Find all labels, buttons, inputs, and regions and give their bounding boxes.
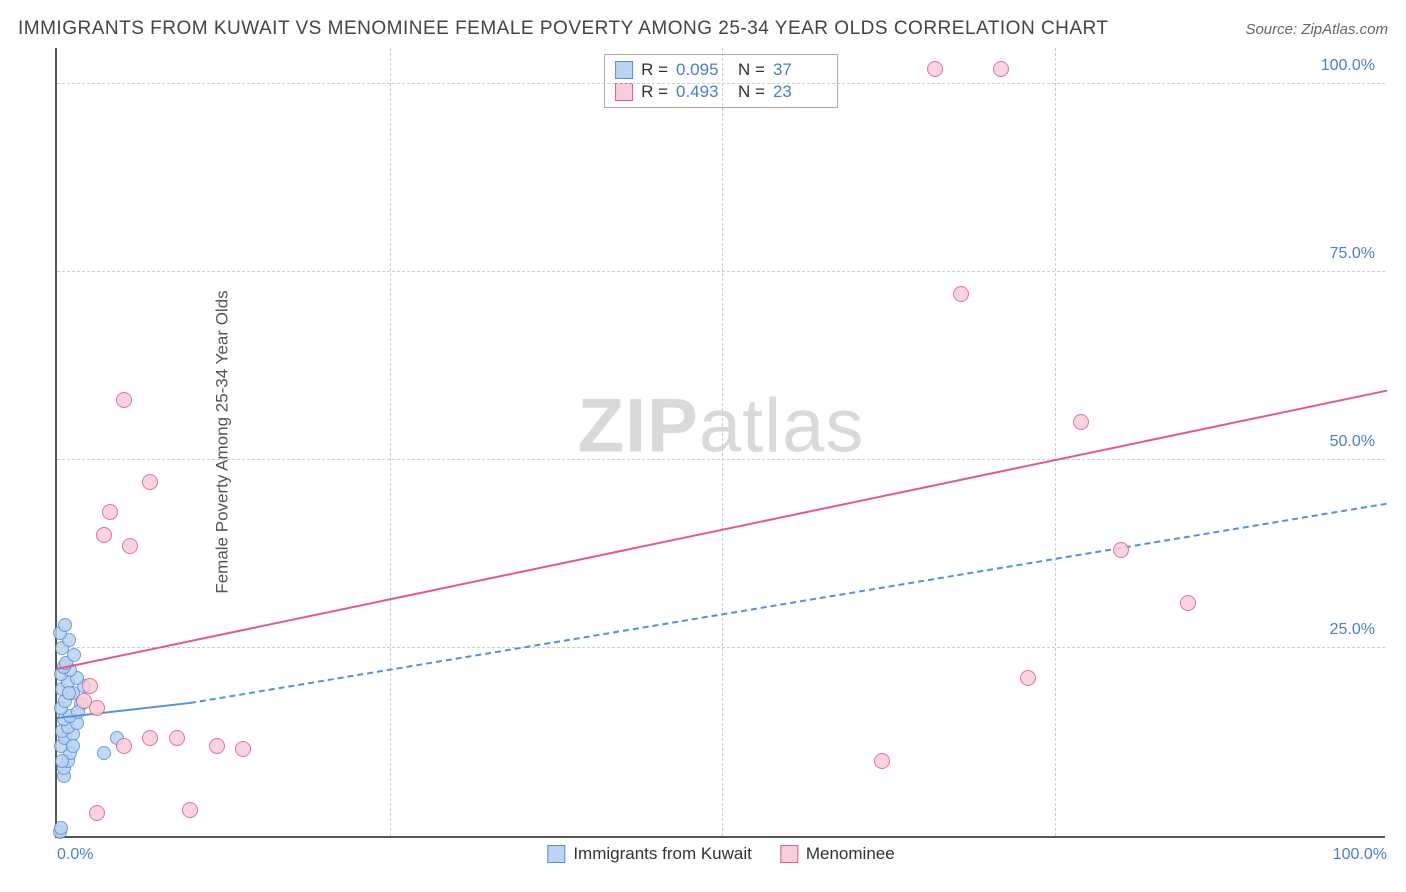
data-point	[874, 753, 890, 769]
legend-swatch	[615, 83, 633, 101]
gridline-v	[722, 48, 723, 836]
gridline-h	[57, 271, 1385, 272]
data-point	[235, 741, 251, 757]
r-label: R =	[641, 60, 668, 80]
gridline-h	[57, 459, 1385, 460]
data-point	[89, 700, 105, 716]
series-name: Immigrants from Kuwait	[573, 844, 752, 864]
data-point	[993, 61, 1009, 77]
data-point	[142, 730, 158, 746]
data-point	[62, 686, 76, 700]
series-legend: Immigrants from Kuwait Menominee	[547, 844, 894, 864]
gridline-v	[1055, 48, 1056, 836]
y-tick-label: 100.0%	[1321, 57, 1375, 75]
x-tick-label: 100.0%	[1333, 846, 1387, 864]
gridline-v	[390, 48, 391, 836]
data-point	[1113, 542, 1129, 558]
data-point	[169, 730, 185, 746]
legend-item: Menominee	[780, 844, 895, 864]
data-point	[116, 738, 132, 754]
n-label: N =	[738, 82, 765, 102]
data-point	[953, 286, 969, 302]
scatter-plot: Female Poverty Among 25-34 Year Olds ZIP…	[55, 48, 1385, 838]
series-name: Menominee	[806, 844, 895, 864]
legend-row: R =0.493N =23	[615, 81, 827, 103]
n-label: N =	[738, 60, 765, 80]
source-attribution: Source: ZipAtlas.com	[1245, 21, 1388, 38]
legend-item: Immigrants from Kuwait	[547, 844, 752, 864]
chart-title: IMMIGRANTS FROM KUWAIT VS MENOMINEE FEMA…	[18, 18, 1109, 40]
data-point	[102, 504, 118, 520]
n-value: 37	[773, 60, 827, 80]
watermark-light: atlas	[699, 384, 865, 469]
data-point	[1073, 414, 1089, 430]
legend-swatch	[780, 845, 798, 863]
gridline-h	[57, 647, 1385, 648]
data-point	[1180, 595, 1196, 611]
gridline-h	[57, 83, 1385, 84]
y-tick-label: 25.0%	[1330, 621, 1375, 639]
data-point	[97, 746, 111, 760]
data-point	[55, 754, 69, 768]
n-value: 23	[773, 82, 827, 102]
data-point	[58, 618, 72, 632]
legend-swatch	[547, 845, 565, 863]
y-tick-label: 50.0%	[1330, 433, 1375, 451]
data-point	[122, 538, 138, 554]
legend-row: R =0.095N =37	[615, 59, 827, 81]
data-point	[116, 392, 132, 408]
correlation-legend: R =0.095N =37R =0.493N =23	[604, 54, 838, 108]
data-point	[66, 739, 80, 753]
data-point	[142, 474, 158, 490]
data-point	[54, 821, 68, 835]
data-point	[209, 738, 225, 754]
data-point	[96, 527, 112, 543]
data-point	[1020, 670, 1036, 686]
data-point	[927, 61, 943, 77]
data-point	[82, 678, 98, 694]
data-point	[67, 648, 81, 662]
watermark: ZIPatlas	[578, 383, 865, 470]
y-tick-label: 75.0%	[1330, 245, 1375, 263]
x-tick-label: 0.0%	[57, 846, 93, 864]
data-point	[89, 805, 105, 821]
data-point	[182, 802, 198, 818]
r-label: R =	[641, 82, 668, 102]
watermark-bold: ZIP	[578, 384, 699, 469]
y-axis-label: Female Poverty Among 25-34 Year Olds	[213, 290, 233, 593]
legend-swatch	[615, 61, 633, 79]
